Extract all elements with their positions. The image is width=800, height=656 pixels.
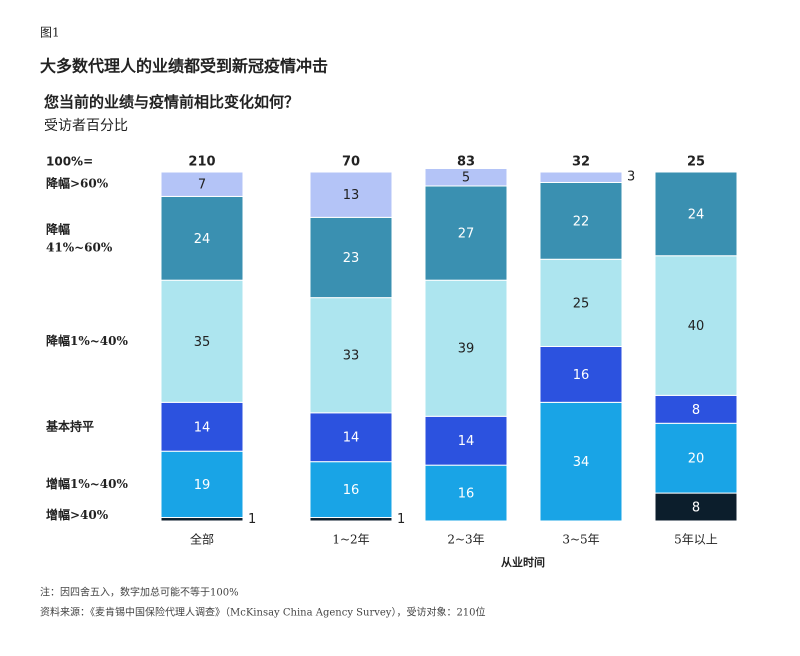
data-label: 8 bbox=[692, 403, 700, 418]
data-label: 40 bbox=[688, 319, 705, 334]
data-label: 23 bbox=[343, 251, 360, 266]
data-label: 19 bbox=[194, 478, 211, 493]
total-value: 70 bbox=[342, 155, 360, 170]
data-label: 20 bbox=[688, 452, 705, 467]
bar-segment bbox=[309, 461, 393, 519]
data-label: 14 bbox=[458, 434, 475, 449]
bar-segment bbox=[654, 492, 738, 522]
data-label: 8 bbox=[692, 501, 700, 516]
x-tick-label: 全部 bbox=[190, 532, 214, 547]
bar-segment bbox=[539, 171, 623, 183]
x-tick-label: 1~2年 bbox=[332, 533, 369, 547]
x-axis-label: 从业时间 bbox=[501, 555, 545, 569]
data-label: 16 bbox=[343, 483, 360, 498]
data-label: 16 bbox=[458, 487, 475, 502]
chart-title: 您当前的业绩与疫情前相比变化如何？ bbox=[43, 93, 299, 111]
chart-subtitle: 受访者百分比 bbox=[44, 118, 128, 134]
data-label: 3 bbox=[627, 170, 635, 185]
x-tick-label: 2~3年 bbox=[447, 533, 484, 547]
data-label: 1 bbox=[397, 512, 405, 527]
bar-segment bbox=[654, 171, 738, 257]
bar-segment bbox=[539, 181, 623, 260]
bar-segment bbox=[654, 255, 738, 396]
total-value: 25 bbox=[687, 155, 705, 170]
legend-label: 增幅1%~40% bbox=[46, 476, 129, 491]
data-label: 34 bbox=[573, 455, 590, 470]
data-label: 24 bbox=[194, 232, 211, 247]
bar-segment bbox=[654, 422, 738, 494]
data-label: 1 bbox=[248, 512, 256, 527]
bar-segment bbox=[309, 171, 393, 218]
data-label: 14 bbox=[194, 420, 211, 435]
headline: 大多数代理人的业绩都受到新冠疫情冲击 bbox=[40, 57, 328, 76]
bar-segment bbox=[160, 450, 244, 519]
bar-segment bbox=[424, 168, 508, 187]
total-value: 83 bbox=[457, 155, 475, 170]
bar-segment bbox=[424, 464, 508, 522]
bar-segment bbox=[309, 297, 393, 414]
data-label: 7 bbox=[198, 178, 206, 193]
legend-label: 增幅>40% bbox=[46, 507, 109, 522]
bar-segment bbox=[539, 258, 623, 347]
bar-segment bbox=[160, 517, 244, 522]
bar-segment bbox=[160, 401, 244, 452]
note: 资料来源：《麦肯锡中国保险代理人调查》（McKinsay China Agenc… bbox=[40, 606, 486, 619]
bar-segment bbox=[539, 346, 623, 403]
bar-segment bbox=[309, 412, 393, 463]
data-label: 14 bbox=[343, 431, 360, 446]
bar-segment bbox=[424, 279, 508, 417]
legend-label: 降幅1%~40% bbox=[46, 333, 129, 348]
data-label: 24 bbox=[688, 207, 705, 222]
total-value: 32 bbox=[572, 155, 590, 170]
bar-segment bbox=[160, 195, 244, 281]
note: 注：因四舍五入，数字加总可能不等于100% bbox=[40, 586, 239, 599]
bar-segment bbox=[424, 415, 508, 466]
bar-segment bbox=[539, 401, 623, 522]
data-label: 39 bbox=[458, 342, 475, 357]
legend-label: 基本持平 bbox=[45, 418, 94, 433]
data-label: 25 bbox=[573, 296, 590, 311]
data-label: 5 bbox=[462, 171, 470, 186]
legend-label: 降幅>60% bbox=[46, 176, 109, 191]
legend-label: 降幅 41%~60% bbox=[46, 221, 113, 254]
bar-segment bbox=[309, 517, 393, 522]
data-label: 27 bbox=[458, 227, 475, 242]
total-label: 100%= bbox=[46, 155, 93, 169]
data-label: 22 bbox=[573, 214, 590, 229]
data-label: 16 bbox=[573, 368, 590, 383]
data-label: 13 bbox=[343, 188, 360, 203]
x-tick-label: 5年以上 bbox=[674, 533, 718, 547]
bar-segment bbox=[309, 216, 393, 299]
data-label: 33 bbox=[343, 349, 360, 364]
data-label: 35 bbox=[194, 335, 211, 350]
bar-segment bbox=[160, 171, 244, 197]
figure-label: 图1 bbox=[40, 26, 60, 40]
x-tick-label: 3~5年 bbox=[562, 533, 599, 547]
total-value: 210 bbox=[188, 155, 215, 170]
